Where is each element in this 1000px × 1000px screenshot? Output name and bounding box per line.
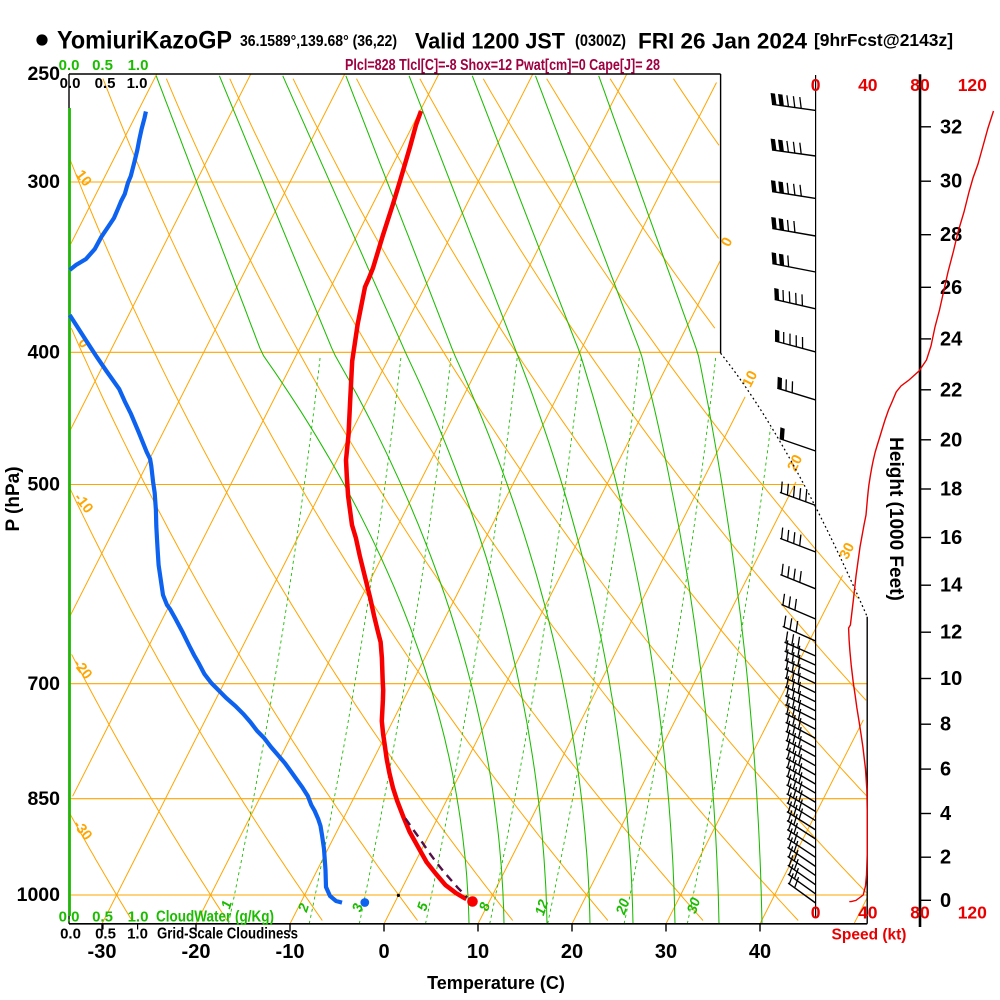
svg-text:4: 4 — [940, 803, 952, 825]
svg-text:20: 20 — [612, 896, 632, 917]
svg-text:12: 12 — [531, 897, 551, 917]
svg-text:40: 40 — [858, 75, 878, 95]
svg-text:0.0: 0.0 — [59, 57, 80, 74]
svg-text:YomiuriKazoGP: YomiuriKazoGP — [57, 27, 232, 55]
svg-text:32: 32 — [940, 116, 962, 138]
svg-text:0: 0 — [940, 890, 951, 912]
svg-text:30: 30 — [655, 941, 677, 963]
svg-text:500: 500 — [27, 474, 60, 496]
svg-text:24: 24 — [940, 328, 963, 350]
svg-text:16: 16 — [940, 527, 962, 549]
svg-text:Plcl=828 Tlcl[C]=-8 Shox=12 Pw: Plcl=828 Tlcl[C]=-8 Shox=12 Pwat[cm]=0 C… — [345, 57, 660, 74]
svg-text:36.1589°,139.68° (36,22): 36.1589°,139.68° (36,22) — [240, 33, 397, 50]
svg-text:0.0: 0.0 — [60, 926, 81, 943]
svg-text:40: 40 — [749, 941, 771, 963]
svg-text:0.5: 0.5 — [92, 909, 113, 926]
svg-text:80: 80 — [910, 75, 930, 95]
svg-text:300: 300 — [27, 171, 60, 193]
svg-text:12: 12 — [940, 622, 962, 644]
svg-text:-20: -20 — [182, 941, 211, 963]
svg-text:0.0: 0.0 — [60, 75, 81, 92]
svg-text:0.5: 0.5 — [95, 75, 116, 92]
svg-text:CloudWater (g/Kg): CloudWater (g/Kg) — [156, 909, 274, 926]
svg-text:14: 14 — [940, 575, 963, 597]
svg-text:Grid-Scale Cloudiness: Grid-Scale Cloudiness — [157, 926, 298, 943]
svg-text:Temperature (C): Temperature (C) — [427, 973, 565, 993]
svg-text:2: 2 — [940, 847, 951, 869]
svg-text:P (hPa): P (hPa) — [3, 466, 24, 531]
svg-text:(0300Z): (0300Z) — [575, 31, 626, 50]
svg-text:120: 120 — [958, 903, 987, 923]
svg-text:10: 10 — [467, 941, 489, 963]
svg-text:0: 0 — [811, 903, 821, 923]
svg-text:10: 10 — [740, 368, 762, 390]
svg-text:0: 0 — [378, 941, 389, 963]
svg-text:Valid 1200 JST: Valid 1200 JST — [415, 29, 565, 54]
svg-text:1.0: 1.0 — [128, 57, 149, 74]
svg-text:1000: 1000 — [17, 884, 61, 906]
svg-text:[9hrFcst@2143z]: [9hrFcst@2143z] — [814, 30, 953, 50]
svg-text:400: 400 — [27, 342, 60, 364]
svg-text:18: 18 — [940, 479, 962, 501]
svg-text:1.0: 1.0 — [127, 926, 148, 943]
svg-text:-30: -30 — [88, 941, 117, 963]
svg-text:250: 250 — [27, 63, 60, 85]
svg-text:0.5: 0.5 — [95, 926, 116, 943]
svg-text:30: 30 — [837, 540, 859, 562]
svg-text:850: 850 — [27, 788, 60, 810]
svg-text:10: 10 — [72, 167, 95, 190]
svg-text:30: 30 — [940, 171, 962, 193]
svg-text:0.5: 0.5 — [92, 57, 113, 74]
svg-text:28: 28 — [940, 224, 962, 246]
svg-text:0.0: 0.0 — [59, 909, 80, 926]
svg-text:22: 22 — [940, 379, 962, 401]
svg-text:1.0: 1.0 — [128, 909, 149, 926]
svg-text:20: 20 — [785, 452, 807, 474]
svg-text:40: 40 — [858, 903, 878, 923]
svg-text:FRI 26 Jan 2024: FRI 26 Jan 2024 — [638, 29, 807, 54]
svg-text:30: 30 — [683, 895, 703, 915]
svg-text:6: 6 — [940, 759, 951, 781]
svg-text:0: 0 — [811, 75, 821, 95]
svg-text:20: 20 — [940, 429, 962, 451]
svg-text:-10: -10 — [276, 941, 305, 963]
svg-text:1.0: 1.0 — [127, 75, 148, 92]
svg-text:Height (1000 Feet): Height (1000 Feet) — [885, 437, 906, 601]
svg-text:8: 8 — [940, 714, 951, 736]
svg-text:80: 80 — [910, 903, 930, 923]
svg-text:120: 120 — [958, 75, 987, 95]
svg-text:20: 20 — [561, 941, 583, 963]
svg-text:700: 700 — [27, 673, 60, 695]
svg-text:10: 10 — [940, 668, 962, 690]
svg-text:Speed (kt): Speed (kt) — [832, 927, 907, 944]
